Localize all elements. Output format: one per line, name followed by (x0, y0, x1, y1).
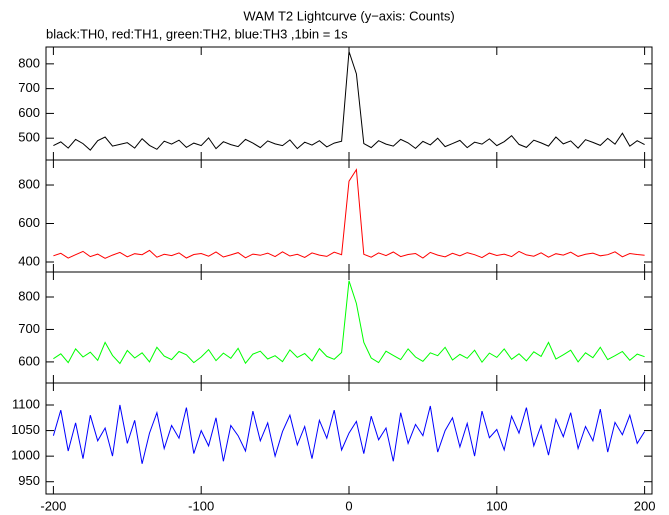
y-tick-label: 800 (18, 176, 40, 191)
y-tick-label: 800 (18, 55, 40, 70)
y-tick-label: 700 (18, 321, 40, 336)
light-curve (52, 404, 646, 464)
chart-title: WAM T2 Lightcurve (y−axis: Counts) (243, 8, 454, 23)
y-tick-label: 1100 (12, 396, 40, 411)
light-curve (53, 51, 645, 151)
chart-subtitle: black:TH0, red:TH1, green:TH2, blue:TH3 … (46, 26, 348, 41)
y-tick-label: 500 (18, 130, 40, 145)
y-tick-label: 800 (18, 288, 40, 303)
y-tick-label: 600 (18, 215, 40, 230)
y-tick-label: 1050 (11, 422, 40, 437)
y-tick-label: 400 (18, 253, 40, 268)
x-tick-label: 0 (345, 498, 352, 513)
light-curve (53, 280, 645, 365)
panel-frame (45, 46, 653, 161)
panel-frame (45, 271, 653, 384)
x-tick-label: -200 (40, 498, 66, 513)
y-tick-label: 950 (18, 473, 40, 488)
y-tick-label: 600 (18, 353, 40, 368)
x-tick-label: 200 (634, 498, 656, 513)
light-curve (53, 168, 645, 259)
x-tick-label: -100 (188, 498, 214, 513)
y-tick-label: 1000 (11, 448, 40, 463)
y-tick-label: 700 (18, 80, 40, 95)
panel-frame (45, 382, 653, 495)
panel-frame (45, 159, 653, 273)
y-tick-label: 600 (18, 105, 40, 120)
x-tick-label: 100 (486, 498, 508, 513)
